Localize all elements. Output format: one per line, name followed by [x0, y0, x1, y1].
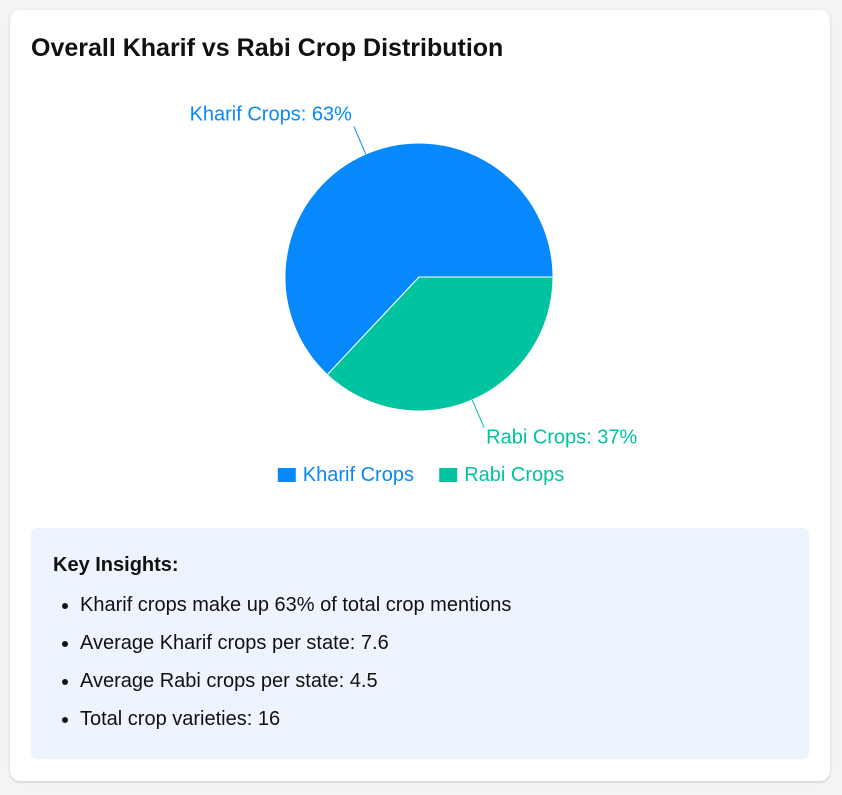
pie-slice-kharif-crops[interactable]	[284, 142, 554, 376]
insight-item: Average Rabi crops per state: 4.5	[80, 669, 787, 693]
pie-labels: Kharif Crops: 63% Rabi Crops: 37%	[190, 103, 638, 448]
insight-item: Kharif crops make up 63% of total crop m…	[80, 593, 787, 617]
pie-data-label: Rabi Crops: 37%	[486, 427, 637, 449]
chart-title: Overall Kharif vs Rabi Crop Distribution	[31, 34, 504, 62]
chart-legend: Kharif Crops Rabi Crops	[277, 464, 564, 486]
pie-label-line	[471, 399, 485, 428]
chart-card: Overall Kharif vs Rabi Crop Distribution…	[10, 10, 830, 781]
legend-swatch	[277, 468, 296, 482]
pie-slice-rabi-crops[interactable]	[326, 276, 554, 412]
pie-slices	[284, 142, 554, 412]
pie-data-label: Kharif Crops: 63%	[190, 103, 353, 125]
key-insights-panel: Key Insights: Kharif crops make up 63% o…	[31, 528, 809, 759]
pie-label-lines	[353, 126, 485, 428]
insights-heading: Key Insights:	[53, 554, 179, 576]
pie-chart: Kharif Crops: 63% Rabi Crops: 37% Kharif …	[190, 103, 638, 486]
legend-swatch	[439, 468, 458, 482]
insight-item: Total crop varieties: 16	[80, 707, 787, 731]
legend-item-label[interactable]: Rabi Crops	[464, 464, 564, 486]
insights-list: Kharif crops make up 63% of total crop m…	[53, 593, 787, 731]
insight-item: Average Kharif crops per state: 7.6	[80, 631, 787, 655]
legend-item-label[interactable]: Kharif Crops	[303, 464, 414, 486]
pie-label-line	[353, 126, 367, 155]
